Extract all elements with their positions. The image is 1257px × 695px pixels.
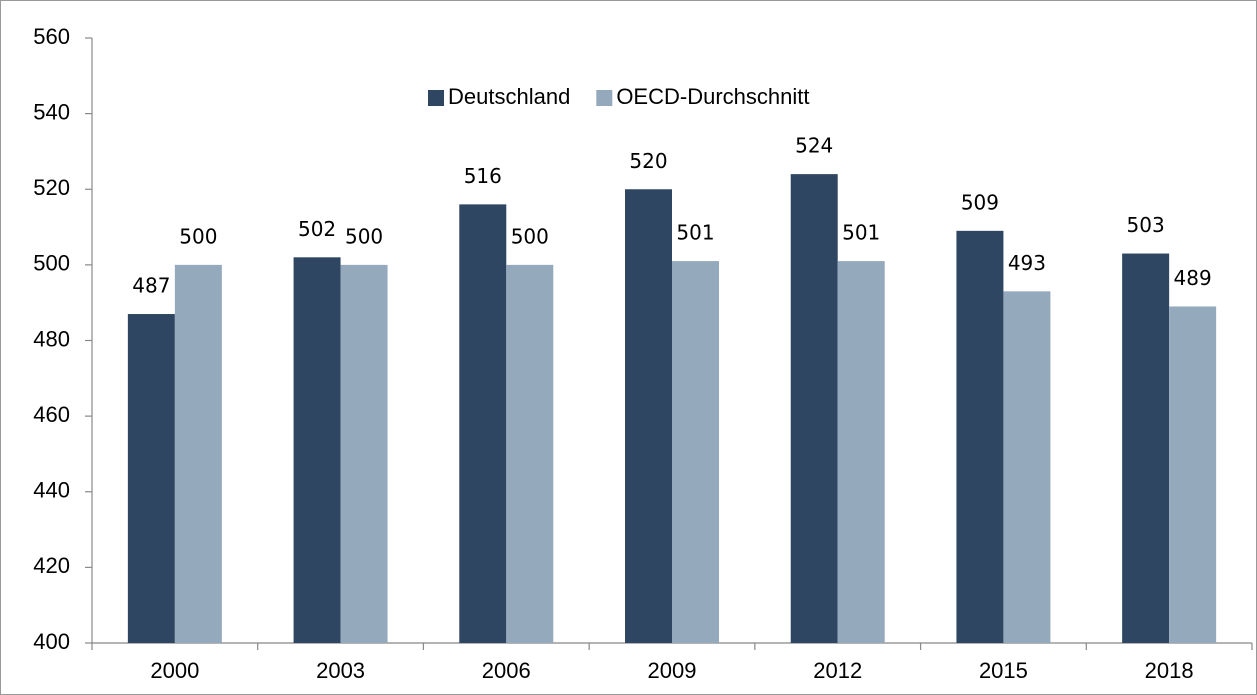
value-label: 501 <box>676 221 714 245</box>
value-label: 524 <box>795 134 833 158</box>
y-tick-label: 500 <box>33 251 70 276</box>
bar <box>506 264 554 643</box>
value-label: 500 <box>345 224 383 248</box>
bar <box>1169 306 1217 643</box>
bar <box>956 230 1004 643</box>
value-label: 493 <box>1008 251 1046 275</box>
y-tick-label: 540 <box>33 99 70 124</box>
bar <box>672 261 719 643</box>
bar <box>340 264 388 643</box>
value-label: 503 <box>1127 213 1165 237</box>
x-tick-label: 2012 <box>813 658 862 683</box>
value-label: 500 <box>179 224 217 248</box>
value-label: 516 <box>464 164 502 188</box>
bar <box>790 174 838 643</box>
legend-swatch <box>428 90 444 106</box>
x-tick-label: 2015 <box>979 658 1028 683</box>
x-tick-label: 2000 <box>150 658 199 683</box>
x-tick-label: 2003 <box>316 658 365 683</box>
bar <box>293 257 341 643</box>
bar <box>837 261 885 643</box>
value-label: 502 <box>298 217 336 241</box>
legend-swatch <box>596 90 613 106</box>
y-tick-label: 480 <box>33 326 70 351</box>
bar <box>1003 291 1051 643</box>
value-label: 520 <box>629 149 667 173</box>
bar <box>174 264 222 643</box>
bar <box>1122 253 1170 643</box>
value-label: 509 <box>961 190 999 214</box>
y-tick-label: 520 <box>33 175 70 200</box>
legend-label: OECD-Durchschnitt <box>616 84 809 109</box>
y-tick-label: 400 <box>33 629 70 654</box>
bar <box>625 189 672 643</box>
value-label: 500 <box>511 224 549 248</box>
y-tick-label: 420 <box>33 553 70 578</box>
y-tick-label: 560 <box>33 24 70 49</box>
x-tick-label: 2006 <box>482 658 531 683</box>
x-tick-label: 2018 <box>1145 658 1194 683</box>
x-tick-label: 2009 <box>648 658 697 683</box>
value-label: 489 <box>1174 266 1212 290</box>
y-tick-label: 460 <box>33 402 70 427</box>
bar <box>127 314 175 643</box>
value-label: 487 <box>132 274 170 298</box>
y-tick-label: 440 <box>33 478 70 503</box>
bar <box>459 204 507 643</box>
value-label: 501 <box>842 221 880 245</box>
legend-label: Deutschland <box>448 84 570 109</box>
